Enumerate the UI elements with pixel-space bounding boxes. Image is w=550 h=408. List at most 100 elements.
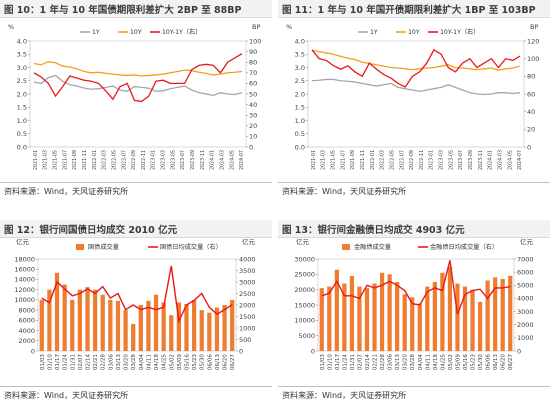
legend-label: 10Y-1Y（右） <box>162 28 201 36</box>
x-tick-label: 2023-01 <box>151 150 157 170</box>
bar <box>379 272 385 351</box>
legend-label: 金融债成交量 <box>354 243 391 251</box>
bar <box>500 278 505 351</box>
chart-title: 图 11：1 年与 10 年国开债期限利差扩大 1BP 至 103BP <box>282 5 536 16</box>
series-line <box>311 78 521 96</box>
bar <box>199 310 204 351</box>
left-tick-label: 15000 <box>294 301 315 309</box>
bar <box>425 286 430 351</box>
x-tick-label: 2023-09 <box>190 150 196 170</box>
x-tick-label: 2021-07 <box>62 150 68 170</box>
bar <box>334 269 339 351</box>
series-line <box>321 260 511 315</box>
bar <box>100 294 105 351</box>
bar <box>176 302 182 351</box>
source-note: 资料来源：Wind，天风证券研究所 <box>282 391 407 400</box>
x-tick-label: 2023-07 <box>180 150 186 170</box>
x-tick-label: 02/21 <box>93 354 99 371</box>
bar <box>477 301 483 351</box>
left-tick-label: 0 <box>311 347 315 355</box>
right-axis-unit: 亿元 <box>520 237 534 246</box>
legend-label: 国债日均成交量（右） <box>160 243 222 251</box>
right-tick-label: 40 <box>527 108 535 116</box>
left-tick-label: 2.5 <box>17 77 27 85</box>
left-tick-label: 4000 <box>18 327 35 335</box>
left-tick-label: 18000 <box>14 255 35 263</box>
left-tick-label: 14000 <box>14 276 35 284</box>
left-tick-label: 2.0 <box>17 90 27 98</box>
bar <box>54 272 60 351</box>
series-line <box>33 74 243 97</box>
panel-header: 图 11：1 年与 10 年国开债期限利差扩大 1BP 至 103BP <box>278 0 550 18</box>
x-tick-label: 06/06 <box>207 354 213 371</box>
legend-label: 国债成交量 <box>88 243 119 251</box>
right-tick-label: 0 <box>249 143 253 151</box>
x-tick-label: 2024-01 <box>488 150 494 170</box>
x-tick-label: 03/06 <box>108 354 114 371</box>
right-tick-label: 7000 <box>517 255 534 263</box>
source-note: 资料来源：Wind，天风证券研究所 <box>4 391 129 400</box>
bar <box>161 302 166 351</box>
bar <box>349 275 355 351</box>
bar <box>77 289 83 351</box>
right-tick-label: 100 <box>527 55 539 63</box>
x-tick-label: 01/10 <box>327 354 333 371</box>
bar <box>432 282 437 351</box>
bar <box>169 315 174 351</box>
x-tick-label: 02/14 <box>365 354 371 371</box>
x-tick-label: 2021-05 <box>331 150 337 170</box>
x-tick-label: 2023-07 <box>458 150 464 170</box>
series-line <box>311 49 521 71</box>
legend-swatch <box>76 244 84 250</box>
chart-panel-fig10: 图 10：1 年与 10 年国债期限利差扩大 2BP 至 88BP 0.0 0.5… <box>0 0 272 204</box>
bar <box>493 277 498 351</box>
right-tick-label: 0 <box>239 347 243 355</box>
left-tick-label: 3.0 <box>295 64 305 72</box>
right-tick-label: 1500 <box>239 313 256 321</box>
right-tick-label: 2000 <box>239 301 256 309</box>
x-tick-label: 2024-03 <box>219 150 225 170</box>
x-tick-label: 2022-03 <box>380 150 386 170</box>
x-tick-label: 02/14 <box>86 354 92 371</box>
x-tick-label: 06/06 <box>486 354 492 371</box>
x-tick-label: 05/16 <box>463 354 469 371</box>
x-tick-label: 2021-05 <box>53 150 59 170</box>
right-tick-label: 6000 <box>517 268 534 276</box>
x-tick-label: 05/02 <box>169 354 175 370</box>
bar <box>92 289 98 351</box>
legend-label: 10Y-1Y（右） <box>440 28 479 36</box>
x-tick-label: 02/28 <box>101 354 107 371</box>
bar <box>387 274 392 351</box>
bar <box>70 299 75 351</box>
chart-svg-fig11: 0.0 0.5 1.0 1.5 2.0 2.5 3.0 3.5 4.0 0 20 40 60 80 100 1… <box>286 23 539 170</box>
left-tick-label: 4.0 <box>295 37 305 45</box>
right-tick-label: 70 <box>249 69 257 77</box>
x-tick-label: 05/23 <box>192 354 198 371</box>
bar <box>47 289 52 351</box>
left-tick-label: 6000 <box>18 317 35 325</box>
x-tick-label: 2024-01 <box>210 150 216 170</box>
x-tick-label: 2022-11 <box>141 150 147 170</box>
bar <box>455 283 460 351</box>
bar <box>131 323 136 351</box>
left-tick-label: 0 <box>31 347 35 355</box>
x-tick-label: 2021-01 <box>311 150 317 170</box>
bar <box>342 283 347 351</box>
right-tick-label: 20 <box>249 122 257 130</box>
x-tick-label: 03/20 <box>124 354 130 371</box>
right-tick-label: 0 <box>517 347 521 355</box>
series-line <box>33 60 243 77</box>
x-tick-label: 04/18 <box>154 354 160 371</box>
legend-swatch <box>342 244 350 250</box>
chart-panel-fig13: 图 13：银行间金融债日均成交 4903 亿元 0 5000 10000 15000 2… <box>278 220 550 408</box>
bar <box>485 280 490 351</box>
x-tick-label: 2021-01 <box>33 150 39 170</box>
left-tick-label: 30000 <box>294 255 315 263</box>
x-tick-label: 2024-03 <box>497 150 503 170</box>
right-axis-unit: BP <box>252 23 260 31</box>
panel-divider <box>0 182 272 183</box>
x-tick-label: 06/27 <box>230 354 236 371</box>
right-tick-label: 1000 <box>517 334 534 342</box>
x-tick-label: 2024-05 <box>507 150 513 170</box>
chart-panel-fig11: 图 11：1 年与 10 年国开债期限利差扩大 1BP 至 103BP 0.0 0… <box>278 0 550 204</box>
